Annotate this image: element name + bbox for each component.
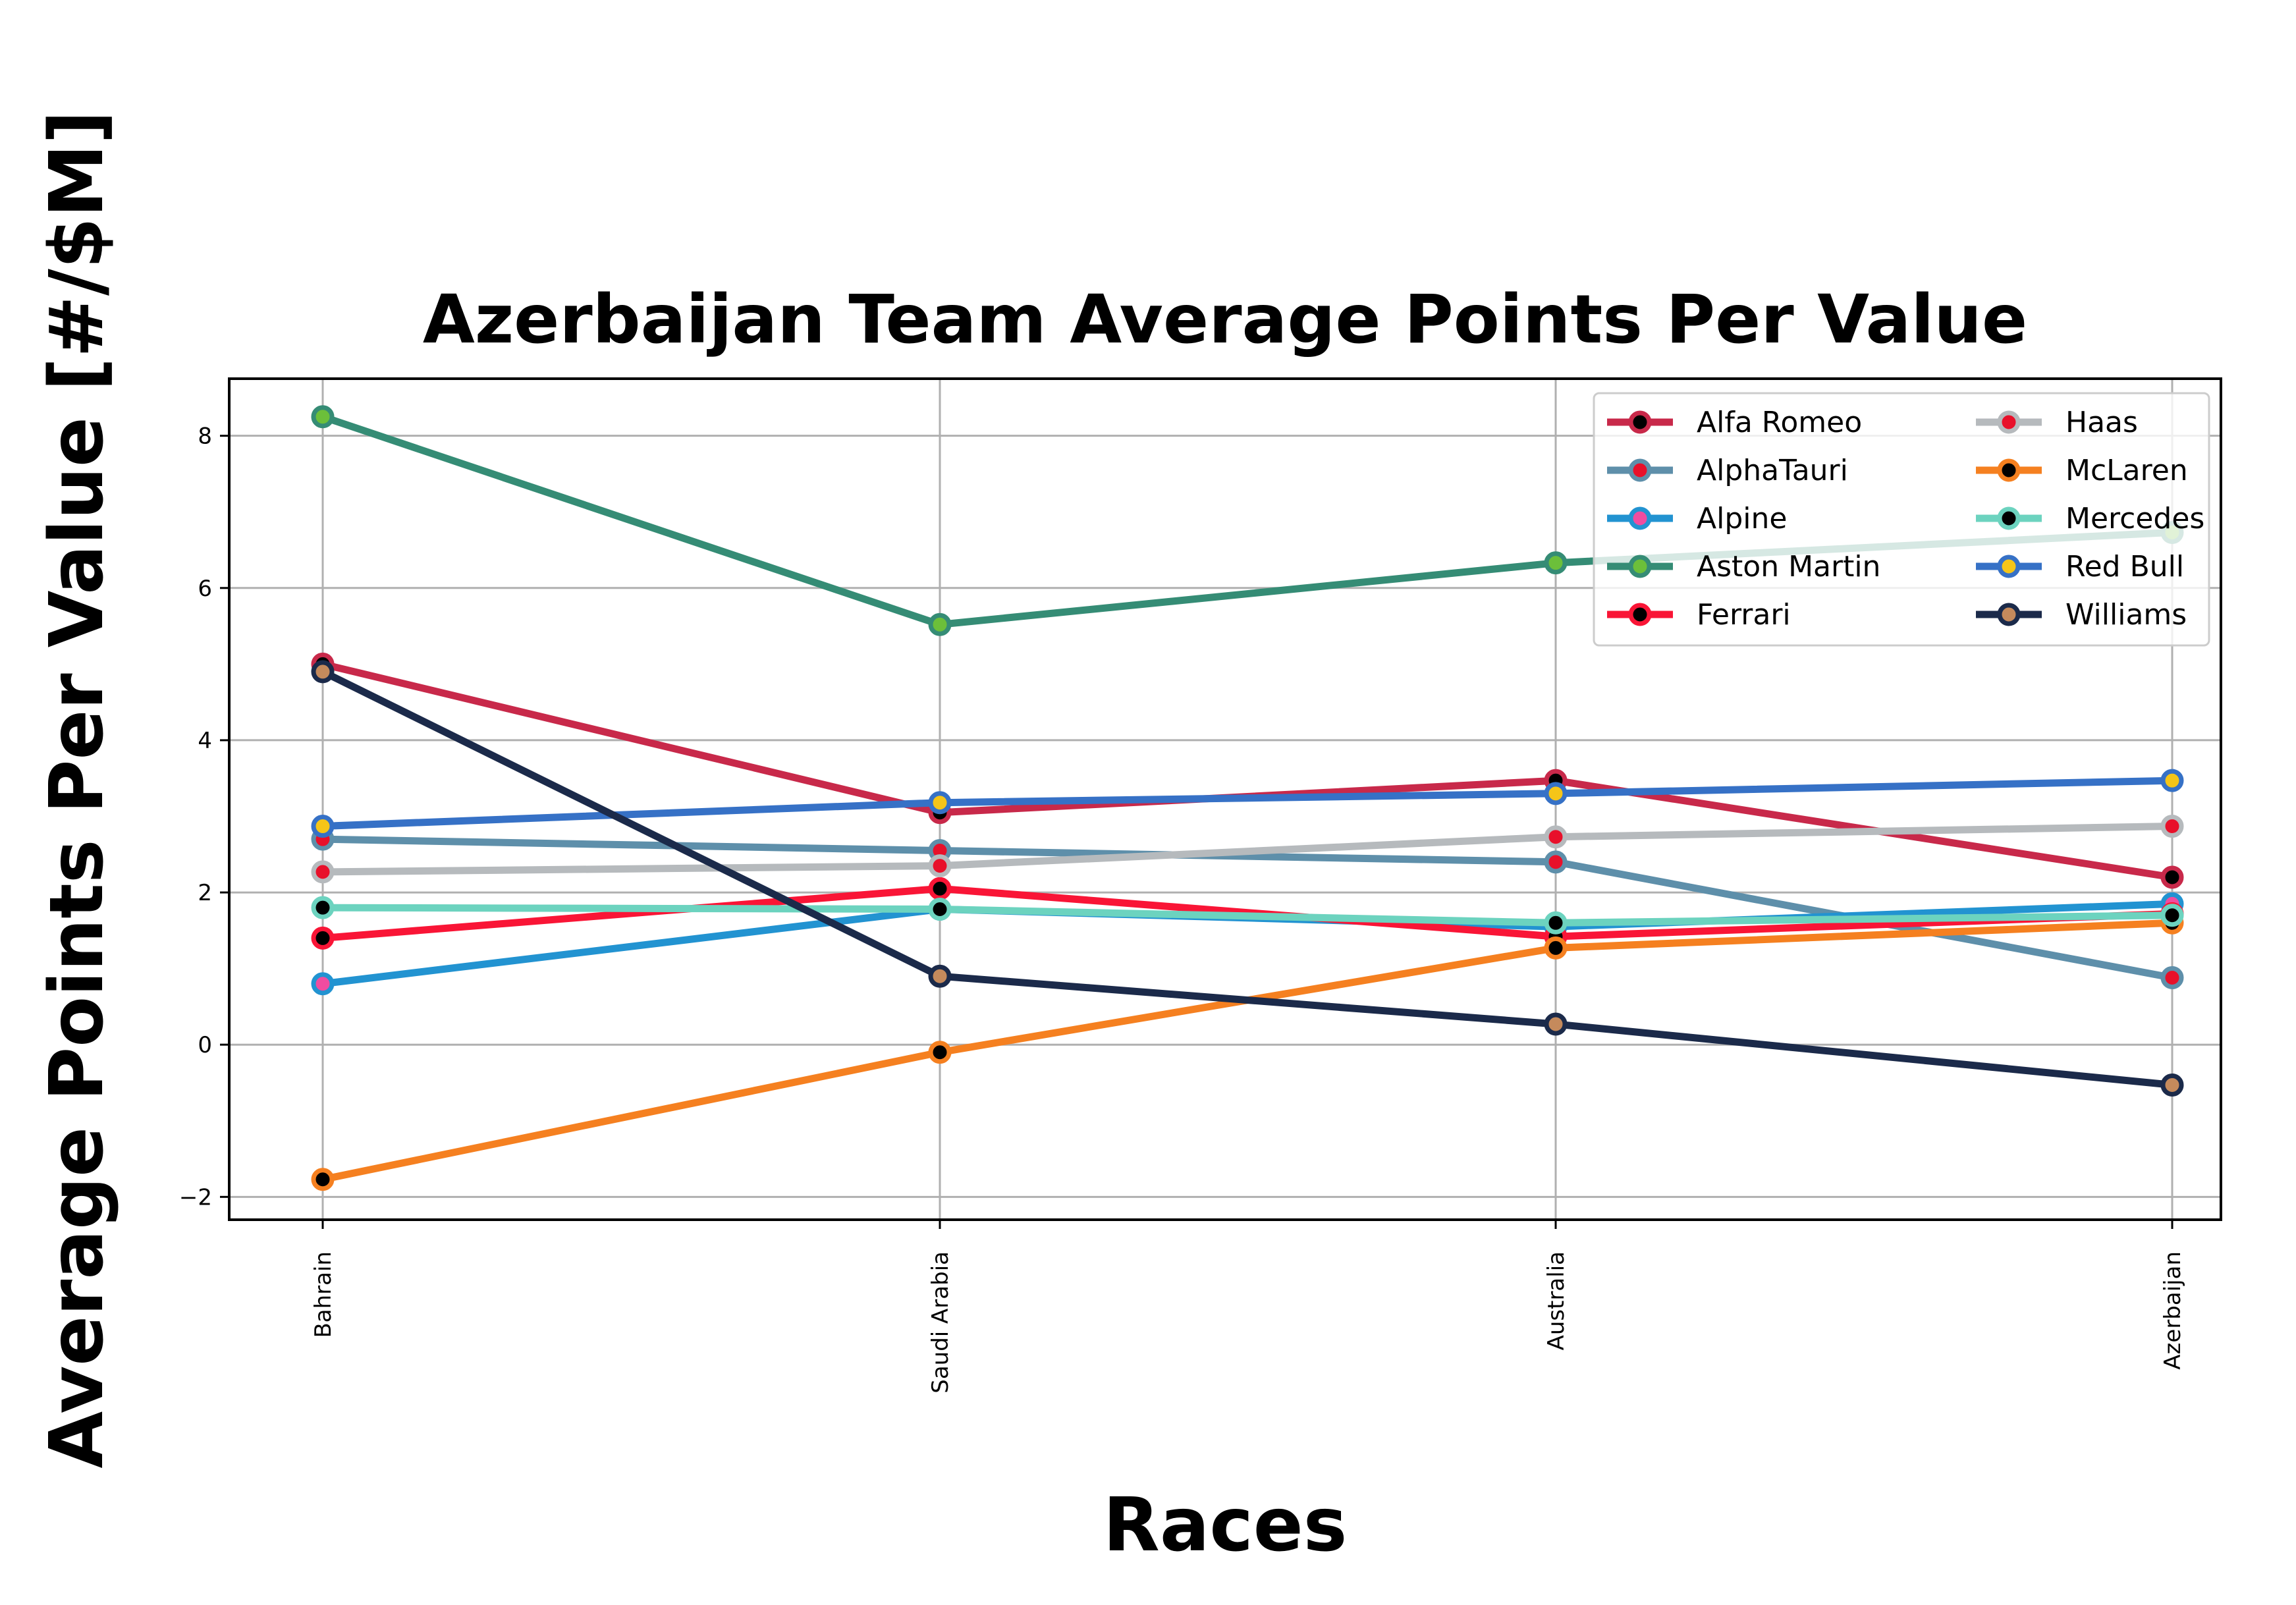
series-line bbox=[319, 668, 2176, 1089]
x-axis-label: Races bbox=[1103, 1483, 1348, 1568]
data-point bbox=[2160, 865, 2184, 889]
legend-label: Red Bull bbox=[2065, 550, 2184, 584]
legend-marker bbox=[1628, 506, 1652, 530]
legend-marker bbox=[1997, 458, 2021, 482]
data-point bbox=[311, 815, 335, 838]
data-point bbox=[928, 1041, 952, 1064]
legend: Alfa Romeo AlphaTauri Alpine Aston Martin Fe… bbox=[1593, 392, 2210, 647]
data-point bbox=[928, 791, 952, 815]
y-tick-label: 8 bbox=[198, 423, 212, 450]
data-point bbox=[1544, 782, 1568, 805]
legend-marker bbox=[1628, 458, 1652, 482]
legend-label: Alpine bbox=[1697, 502, 1787, 535]
legend-item: Ferrari bbox=[1607, 598, 1791, 632]
data-point bbox=[311, 926, 335, 950]
legend-label: Williams bbox=[2065, 598, 2187, 632]
data-point bbox=[1544, 825, 1568, 849]
legend-label: Haas bbox=[2065, 406, 2138, 439]
x-tick-label: Bahrain bbox=[310, 1251, 337, 1338]
plot-frame bbox=[228, 377, 2222, 1221]
legend-marker bbox=[1997, 506, 2021, 530]
data-point bbox=[928, 612, 952, 636]
legend-item: AlphaTauri bbox=[1607, 454, 1848, 487]
data-point bbox=[1544, 911, 1568, 935]
data-point bbox=[311, 896, 335, 919]
y-tick-label: 2 bbox=[198, 880, 212, 906]
legend-frame bbox=[1593, 392, 2210, 647]
data-point bbox=[1544, 936, 1568, 960]
legend-item: Red Bull bbox=[1976, 550, 2184, 584]
data-point bbox=[2160, 769, 2184, 792]
data-point bbox=[2160, 904, 2184, 927]
legend-item: Aston Martin bbox=[1607, 550, 1880, 584]
data-point bbox=[1544, 1012, 1568, 1036]
y-tick-label: 4 bbox=[198, 728, 212, 754]
data-point bbox=[1544, 551, 1568, 575]
x-ticks: Bahrain Saudi Arabia Australia Azerbaijan bbox=[310, 1220, 2186, 1394]
legend-item: Alfa Romeo bbox=[1607, 406, 1862, 439]
data-point bbox=[311, 1168, 335, 1191]
legend-marker bbox=[1997, 555, 2021, 578]
series-red-bull bbox=[311, 769, 2184, 838]
x-tick-label: Saudi Arabia bbox=[927, 1251, 954, 1394]
legend-item: Alpine bbox=[1607, 502, 1787, 535]
x-tick-label: Australia bbox=[1543, 1251, 1570, 1350]
y-axis-label: Average Points Per Value [#/$M] bbox=[34, 111, 120, 1469]
legend-marker bbox=[1628, 603, 1652, 626]
data-point bbox=[928, 897, 952, 921]
legend-marker bbox=[1628, 555, 1652, 578]
data-point bbox=[928, 854, 952, 878]
data-point bbox=[928, 964, 952, 988]
legend-label: AlphaTauri bbox=[1697, 454, 1848, 487]
legend-item: Mercedes bbox=[1976, 502, 2204, 535]
legend-marker bbox=[1628, 410, 1652, 434]
legend-marker bbox=[1997, 603, 2021, 626]
legend-marker bbox=[1997, 410, 2021, 434]
series-haas bbox=[311, 815, 2184, 884]
legend-label: McLaren bbox=[2065, 454, 2188, 487]
x-tick-label: Azerbaijan bbox=[2160, 1251, 2186, 1370]
data-point bbox=[311, 405, 335, 429]
data-point bbox=[311, 972, 335, 996]
data-point bbox=[2160, 815, 2184, 838]
data-point bbox=[2160, 966, 2184, 990]
y-tick-label: 6 bbox=[198, 576, 212, 602]
legend-item: Williams bbox=[1976, 598, 2187, 632]
legend-label: Aston Martin bbox=[1697, 550, 1880, 584]
legend-label: Ferrari bbox=[1697, 598, 1791, 632]
series-layer bbox=[311, 405, 2184, 1191]
series-williams bbox=[311, 660, 2184, 1097]
y-tick-label: −2 bbox=[179, 1184, 212, 1211]
series-line bbox=[319, 776, 2176, 830]
series-line bbox=[319, 904, 2176, 927]
data-point bbox=[1544, 850, 1568, 874]
data-point bbox=[311, 860, 335, 884]
legend-label: Mercedes bbox=[2065, 502, 2204, 535]
series-mercedes bbox=[311, 896, 2184, 935]
legend-item: Haas bbox=[1976, 406, 2138, 439]
data-point bbox=[928, 877, 952, 900]
series-line bbox=[319, 823, 2176, 876]
legend-label: Alfa Romeo bbox=[1697, 406, 1862, 439]
chart-title: Azerbaijan Team Average Points Per Value bbox=[423, 281, 2027, 359]
y-ticks: −2 0 2 4 6 8 bbox=[179, 423, 229, 1211]
data-point bbox=[311, 660, 335, 684]
y-tick-label: 0 bbox=[198, 1032, 212, 1058]
legend-item: McLaren bbox=[1976, 454, 2188, 487]
data-point bbox=[2160, 1073, 2184, 1097]
